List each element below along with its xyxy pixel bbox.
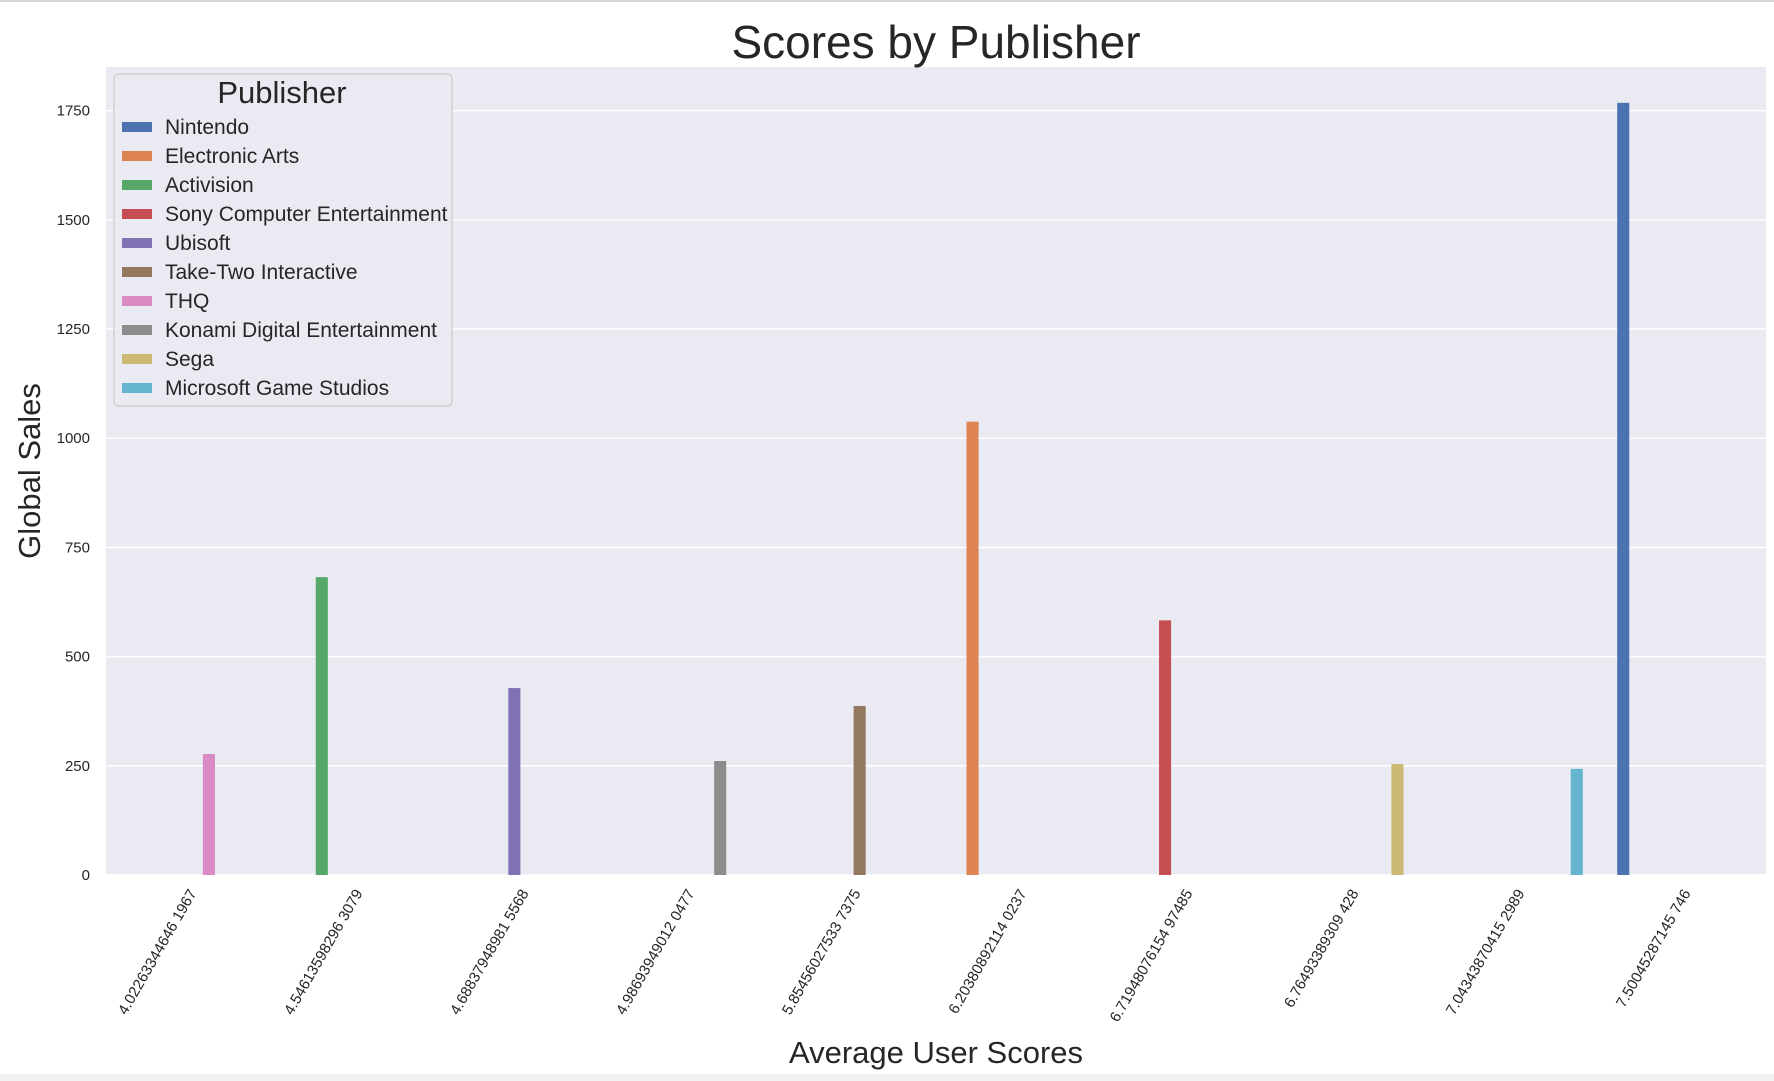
legend-swatch: [122, 296, 152, 306]
bar: [508, 688, 521, 875]
x-tick-label: 6.71948076154 97485: [1107, 887, 1197, 1026]
y-tick-label: 1000: [57, 430, 90, 447]
legend-label: Activision: [165, 174, 254, 197]
legend-items: Nintendo Electronic Arts Activision Sony Co…: [122, 116, 448, 400]
legend-item: Electronic Arts: [122, 145, 299, 168]
bar: [1617, 102, 1630, 875]
legend-label: Electronic Arts: [165, 145, 299, 168]
y-tick-label: 500: [65, 649, 90, 666]
legend: Publisher Nintendo Electronic Arts Activis…: [113, 73, 453, 407]
y-axis-ticks: 0 250 500 750 1000 1250 1500 1750: [57, 103, 90, 884]
legend-label: Sega: [165, 348, 214, 371]
bar: [1570, 768, 1583, 875]
legend-item: Take-Two Interactive: [122, 261, 358, 284]
bar: [714, 761, 727, 875]
legend-swatch: [122, 383, 152, 393]
window-bottom-strip: [0, 1074, 1774, 1081]
bars: [202, 102, 1630, 875]
bar: [1391, 764, 1404, 875]
y-tick-label: 1500: [57, 212, 90, 229]
legend-label: Take-Two Interactive: [165, 261, 358, 284]
y-tick-label: 1250: [57, 321, 90, 338]
legend-swatch: [122, 267, 152, 277]
bar: [202, 754, 215, 875]
x-axis-ticks: 4.02263344646 1967 4.54613598296 3079 4.68…: [115, 887, 1695, 1026]
x-tick-label: 7.50045287145 746: [1613, 887, 1694, 1011]
y-tick-label: 1750: [57, 103, 90, 120]
legend-item: Sega: [122, 348, 214, 371]
y-tick-label: 0: [82, 867, 90, 884]
x-tick-label: 6.76493389309 428: [1281, 887, 1362, 1011]
legend-item: Konami Digital Entertainment: [122, 319, 437, 342]
x-tick-label: 4.98693949012 0477: [613, 887, 699, 1018]
legend-item: THQ: [122, 290, 209, 313]
x-axis-title: Average User Scores: [789, 1035, 1083, 1070]
y-tick-label: 750: [65, 539, 90, 556]
x-tick-label: 4.68837948981 5568: [447, 887, 533, 1018]
x-tick-label: 4.54613598296 3079: [281, 887, 367, 1018]
legend-item: Nintendo: [122, 116, 249, 139]
legend-label: Sony Computer Entertainment: [165, 203, 448, 226]
legend-label: Microsoft Game Studios: [165, 377, 389, 400]
legend-swatch: [122, 354, 152, 364]
legend-swatch: [122, 238, 152, 248]
legend-swatch: [122, 325, 152, 335]
bar: [853, 705, 866, 875]
legend-label: THQ: [165, 290, 209, 313]
x-tick-label: 7.04343870415 2989: [1443, 887, 1529, 1018]
y-tick-label: 250: [65, 758, 90, 775]
legend-item: Ubisoft: [122, 232, 231, 255]
window-top-border: [0, 0, 1774, 2]
legend-item: Microsoft Game Studios: [122, 377, 389, 400]
legend-item: Sony Computer Entertainment: [122, 203, 448, 226]
legend-label: Konami Digital Entertainment: [165, 319, 437, 342]
x-tick-label: 5.85456027533 7375: [779, 887, 865, 1018]
x-tick-label: 4.02263344646 1967: [115, 887, 201, 1018]
legend-label: Ubisoft: [165, 232, 231, 255]
legend-label: Nintendo: [165, 116, 249, 139]
bar: [966, 421, 979, 875]
legend-item: Activision: [122, 174, 254, 197]
bar: [315, 577, 328, 875]
legend-swatch: [122, 151, 152, 161]
chart-title: Scores by Publisher: [731, 16, 1140, 68]
x-tick-label: 6.20380892114 0237: [945, 887, 1030, 1017]
legend-swatch: [122, 122, 152, 132]
legend-box: [113, 73, 453, 407]
y-axis-title: Global Sales: [12, 383, 47, 559]
legend-swatch: [122, 209, 152, 219]
legend-swatch: [122, 180, 152, 190]
legend-title: Publisher: [217, 75, 346, 110]
bar: [1159, 620, 1172, 875]
